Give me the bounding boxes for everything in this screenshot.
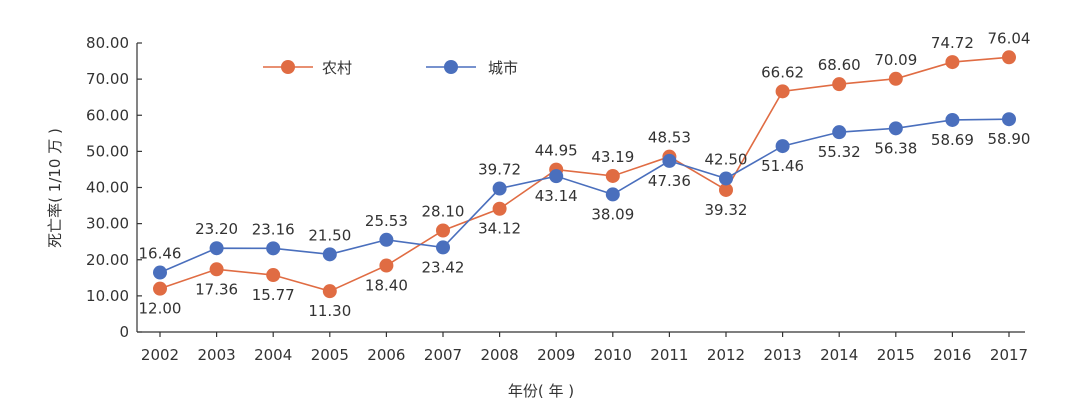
data-label: 74.72 [931,34,974,52]
x-tick-label: 2012 [707,346,745,364]
data-label: 55.32 [818,143,861,161]
data-label: 15.77 [252,286,295,304]
series-1-point [209,241,224,256]
series-0-point [775,84,790,99]
series-0-point [719,182,733,197]
series-1-point [775,139,790,154]
series-0-point [322,284,337,299]
data-label: 44.95 [535,142,578,160]
data-label: 39.72 [478,161,521,179]
x-tick-label: 2003 [198,346,236,364]
data-label: 21.50 [308,226,351,244]
legend-label: 农村 [322,59,352,77]
data-label: 70.09 [874,51,917,69]
series-1-point [322,247,337,262]
series-0-point [945,55,960,70]
series-1-point [832,125,847,140]
x-tick-label: 2008 [481,346,519,364]
series-1-point [1002,112,1016,127]
y-tick-label: 20.00 [86,251,129,269]
y-tick-label: 30.00 [86,215,129,233]
data-label: 25.53 [365,212,408,230]
data-label: 11.30 [308,302,351,320]
series-0-point [436,223,450,238]
data-label: 34.12 [478,220,521,238]
series-line-1 [159,118,1010,274]
x-tick-label: 2009 [537,346,575,364]
data-label: 58.90 [988,130,1031,148]
legend-label: 城市 [488,59,518,77]
x-tick-label: 2016 [933,346,971,364]
series-1-point [605,187,620,202]
series-0-point [888,71,903,86]
series-1-point [888,121,903,136]
y-tick-label: 60.00 [86,106,129,124]
data-label: 23.16 [252,220,295,238]
x-tick-label: 2011 [650,346,688,364]
data-label: 66.62 [761,63,804,81]
x-tick-label: 2004 [254,346,292,364]
data-label: 68.60 [818,56,861,74]
data-label: 43.19 [591,148,634,166]
x-tick-label: 2017 [990,346,1028,364]
y-tick-label: 40.00 [86,179,129,197]
series-0-point [605,168,620,183]
data-label: 18.40 [365,277,408,295]
data-label: 51.46 [761,157,804,175]
series-0-point [492,201,507,216]
x-tick-label: 2010 [594,346,632,364]
y-axis-title: 死亡率( 1/10 万 ) [46,128,64,248]
x-tick-label: 2005 [311,346,349,364]
series-1-point [492,181,507,196]
series-1-point [945,112,960,127]
series-line-0 [159,56,1010,293]
y-tick-label: 50.00 [86,142,129,160]
series-1-point [153,265,167,280]
x-tick-label: 2014 [820,346,858,364]
series-0-point [266,268,281,283]
x-tick-label: 2002 [141,346,179,364]
data-label: 12.00 [139,300,182,318]
series-0-point [1002,50,1016,65]
series-0-point [832,77,847,92]
series-0-point [209,262,224,277]
series-1-point [719,171,733,186]
data-label: 48.53 [648,129,691,147]
series-0-point [153,281,167,296]
data-label: 58.69 [931,131,974,149]
y-tick-label: 70.00 [86,70,129,88]
data-label: 47.36 [648,172,691,190]
series-0-point [379,258,394,273]
data-label: 16.46 [139,245,182,263]
data-label: 76.04 [988,29,1031,47]
data-label: 17.36 [195,280,238,298]
x-tick-label: 2013 [764,346,802,364]
data-label: 23.42 [422,258,465,276]
x-tick-label: 2007 [424,346,462,364]
data-label: 23.20 [195,220,238,238]
y-tick-label: 10.00 [86,287,129,305]
x-tick-label: 2006 [367,346,405,364]
data-label: 42.50 [705,150,748,168]
series-1-point [266,241,281,256]
x-axis-title: 年份( 年 ) [508,382,574,400]
x-tick-label: 2015 [877,346,915,364]
data-label: 28.10 [422,202,465,220]
data-label: 39.32 [705,201,748,219]
series-1-point [662,153,677,168]
y-tick-label: 0 [119,323,129,341]
series-1-point [549,169,564,184]
legend-marker-1 [444,60,458,74]
series-1-point [379,232,394,247]
data-label: 38.09 [591,205,634,223]
legend-marker-0 [281,60,295,74]
series-1-point [436,240,450,255]
data-label: 43.14 [535,187,578,205]
data-label: 56.38 [874,139,917,157]
y-tick-label: 80.00 [86,34,129,52]
